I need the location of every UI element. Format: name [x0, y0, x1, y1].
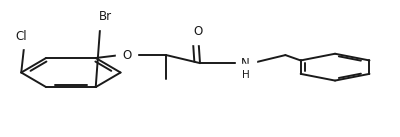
- Text: H: H: [242, 70, 250, 80]
- Text: O: O: [193, 25, 203, 38]
- Text: Cl: Cl: [15, 30, 27, 43]
- Text: Br: Br: [99, 10, 112, 23]
- Text: O: O: [122, 49, 131, 62]
- Text: N: N: [241, 57, 250, 70]
